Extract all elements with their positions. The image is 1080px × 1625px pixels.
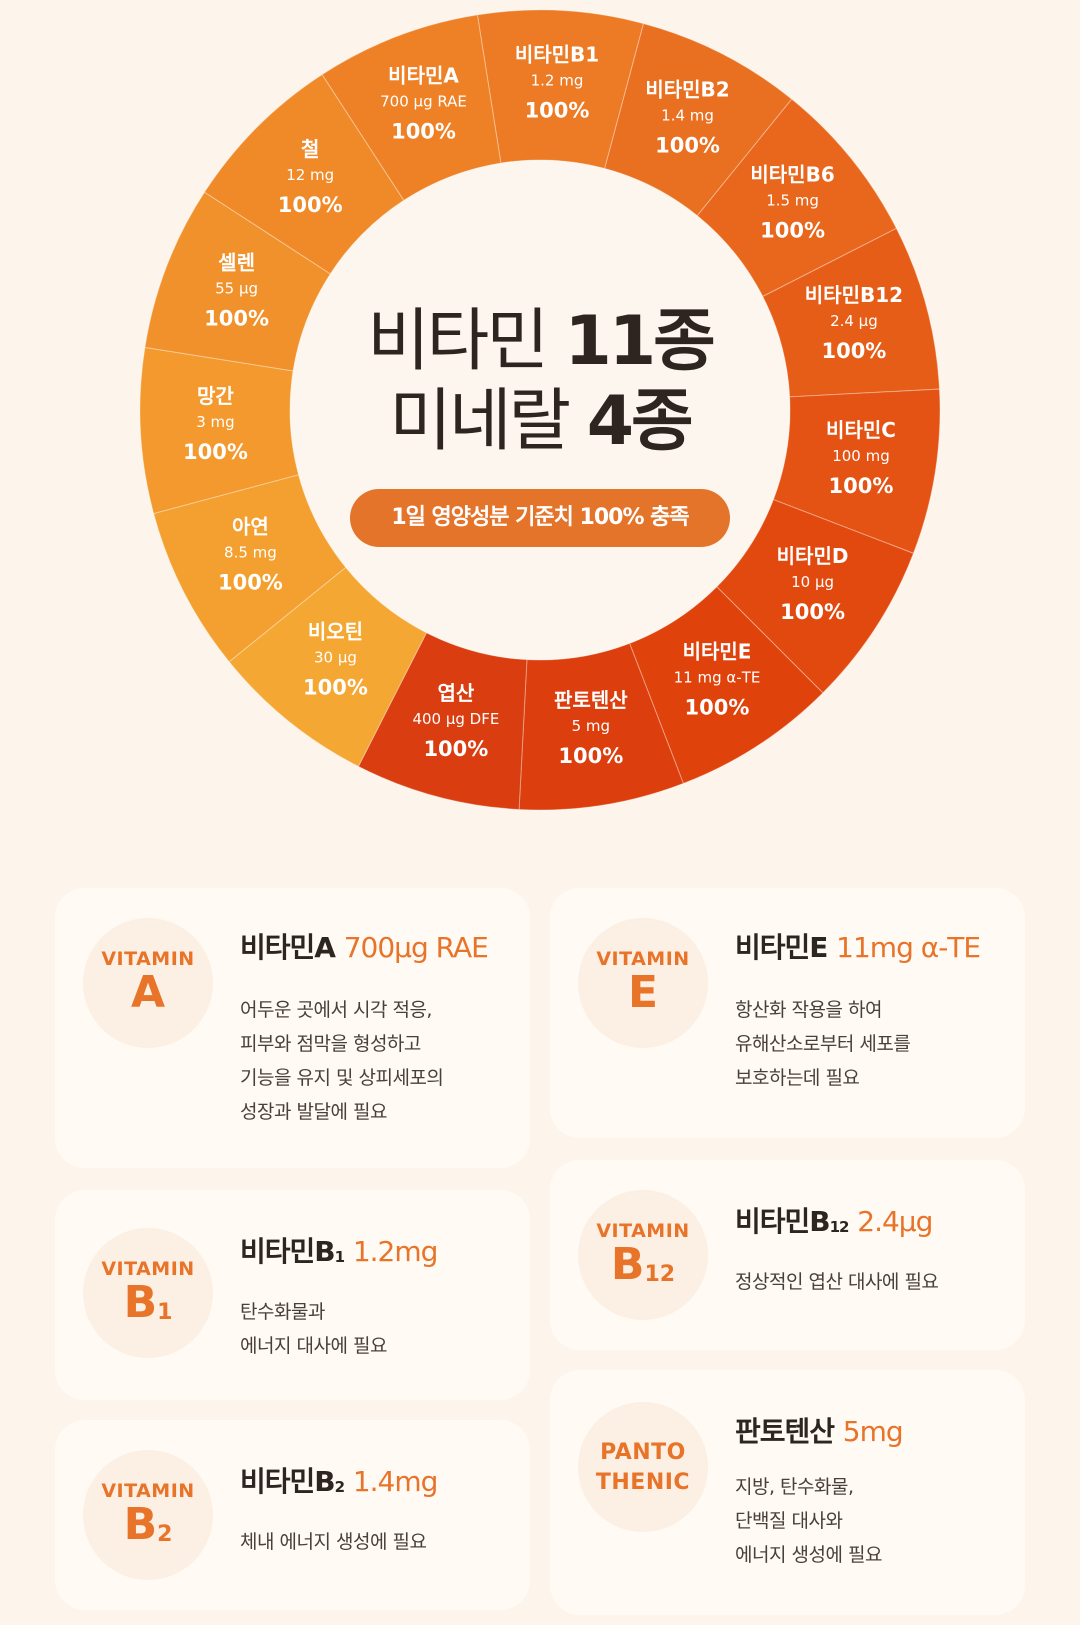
segment-dose: 400 μg DFE (412, 710, 499, 728)
ring-segment-label: 비타민B12 2.4 μg 100% (805, 283, 903, 363)
segment-percent: 100% (760, 218, 825, 242)
segment-dose: 1.4 mg (661, 106, 714, 124)
segment-name: 비오틴 (308, 620, 363, 644)
pantothenic-desc: 지방, 탄수화물, 단백질 대사와 에너지 생성에 필요 (735, 1476, 882, 1566)
segment-percent: 100% (829, 474, 894, 498)
segment-percent: 100% (391, 120, 456, 144)
vitamin-a-card: VITAMIN A 비타민A 700μg RAE 어두운 곳에서 시각 적응, 피… (55, 888, 530, 1168)
segment-percent: 100% (183, 440, 248, 464)
segment-dose: 12 mg (286, 166, 334, 184)
segment-dose: 55 μg (215, 280, 258, 298)
vitamin-b12-title: 비타민B12 2.4μg (735, 1205, 933, 1238)
ring-segment-label: 철 12 mg 100% (278, 137, 343, 217)
vitamin-b12-card: VITAMIN B12 비타민B12 2.4μg 정상적인 엽산 대사에 필요 (550, 1160, 1025, 1350)
vitamin-b1-card: VITAMIN B1 비타민B1 1.2mg 탄수화물과 에너지 대사에 필요 (55, 1190, 530, 1400)
segment-percent: 100% (204, 307, 269, 331)
segment-percent: 100% (655, 133, 720, 157)
vitamin-e-badge: VITAMIN E (578, 918, 708, 1048)
vitamin-a-title: 비타민A 700μg RAE (240, 931, 489, 964)
segment-name: 엽산 (437, 681, 474, 705)
segment-dose: 1.5 mg (766, 191, 819, 209)
vitamin-b12-badge: VITAMIN B12 (578, 1190, 708, 1320)
segment-percent: 100% (525, 98, 590, 122)
vitamin-e-desc: 항산화 작용을 하여 유해산소로부터 세포를 보호하는데 필요 (735, 999, 911, 1089)
vitamin-a-desc: 어두운 곳에서 시각 적응, 피부와 점막을 형성하고 기능을 유지 및 상피세포… (240, 999, 444, 1123)
daily-value-pill: 1일 영양성분 기준치 100% 충족 (350, 489, 730, 547)
segment-name: 비타민C (826, 418, 896, 442)
ring-segment-label: 엽산 400 μg DFE 100% (412, 681, 499, 761)
segment-percent: 100% (558, 744, 623, 768)
segment-dose: 2.4 μg (830, 312, 878, 330)
segment-dose: 100 mg (832, 447, 890, 465)
segment-percent: 100% (780, 600, 845, 624)
segment-name: 비타민B2 (645, 77, 729, 101)
ring-segment-label: 비타민E 11 mg α-TE 100% (674, 640, 761, 720)
segment-dose: 8.5 mg (224, 544, 277, 562)
segment-name: 아연 (232, 515, 269, 539)
vitamin-b1-title: 비타민B1 1.2mg (240, 1235, 438, 1268)
mineral-count-title: 미네랄 4종 (389, 382, 693, 461)
vitamin-b12-desc: 정상적인 엽산 대사에 필요 (735, 1271, 939, 1293)
segment-dose: 700 μg RAE (380, 93, 467, 111)
vitamin-b2-badge: VITAMIN B2 (83, 1450, 213, 1580)
segment-dose: 1.2 mg (531, 71, 584, 89)
ring-segment-label: 망간 3 mg 100% (183, 384, 248, 464)
vitamin-a-badge: VITAMIN A (83, 918, 213, 1048)
segment-name: 망간 (197, 384, 234, 408)
segment-name: 비타민E (683, 640, 752, 664)
segment-name: 비타민B6 (750, 162, 834, 186)
nutrient-ring: 비타민B1 1.2 mg 100% 비타민B2 1.4 mg 100% 비타민B6 1.5 m… (139, 9, 941, 811)
segment-dose: 5 mg (572, 717, 610, 735)
vitamin-b2-card: VITAMIN B2 비타민B2 1.4mg 체내 에너지 생성에 필요 (55, 1420, 530, 1610)
ring-segment-label: 비타민C 100 mg 100% (826, 418, 896, 498)
ring-segment-label: 비타민B1 1.2 mg 100% (515, 42, 599, 122)
pantothenic-badge: PANTO THENIC (578, 1402, 708, 1532)
segment-name: 비타민D (777, 544, 849, 568)
segment-percent: 100% (278, 193, 343, 217)
segment-dose: 10 μg (791, 573, 834, 591)
vitamin-b2-title: 비타민B2 1.4mg (240, 1465, 438, 1498)
ring-segment-label: 비타민B2 1.4 mg 100% (645, 77, 729, 157)
ring-segment-label: 판토텐산 5 mg 100% (554, 688, 628, 768)
segment-name: 판토텐산 (554, 688, 628, 712)
segment-dose: 3 mg (196, 413, 234, 431)
segment-name: 비타민B12 (805, 283, 903, 307)
vitamin-b2-desc: 체내 에너지 생성에 필요 (240, 1531, 427, 1553)
vitamin-count-title: 비타민 11종 (367, 302, 716, 381)
segment-percent: 100% (423, 737, 488, 761)
segment-dose: 30 μg (314, 649, 357, 667)
nutrient-ring-section: 비타민B1 1.2 mg 100% 비타민B2 1.4 mg 100% 비타민B6 1.5 m… (139, 9, 941, 811)
segment-name: 셀렌 (218, 251, 255, 275)
segment-percent: 100% (303, 676, 368, 700)
ring-segment-label: 비타민B6 1.5 mg 100% (750, 162, 834, 242)
pantothenic-title: 판토텐산 5mg (735, 1415, 904, 1448)
vitamin-e-title: 비타민E 11mg α-TE (735, 931, 981, 964)
ring-segment-label: 셀렌 55 μg 100% (204, 251, 269, 331)
segment-name: 비타민B1 (515, 42, 599, 66)
vitamin-b1-badge: VITAMIN B1 (83, 1228, 213, 1358)
segment-percent: 100% (218, 571, 283, 595)
ring-segment-label: 아연 8.5 mg 100% (218, 515, 283, 595)
segment-name: 철 (301, 137, 319, 161)
vitamin-e-card: VITAMIN E 비타민E 11mg α-TE 항산화 작용을 하여 유해산소로… (550, 888, 1025, 1138)
ring-segment-label: 비타민D 10 μg 100% (777, 544, 849, 624)
segment-name: 비타민A (388, 64, 459, 88)
vitamin-b1-desc: 탄수화물과 에너지 대사에 필요 (240, 1301, 387, 1357)
ring-segment-label: 비타민A 700 μg RAE 100% (380, 64, 467, 144)
segment-dose: 11 mg α-TE (674, 669, 761, 687)
segment-percent: 100% (821, 339, 886, 363)
pantothenic-card: PANTO THENIC 판토텐산 5mg 지방, 탄수화물, 단백질 대사와 에너… (550, 1370, 1025, 1615)
ring-segment-label: 비오틴 30 μg 100% (303, 620, 368, 700)
segment-percent: 100% (685, 696, 750, 720)
